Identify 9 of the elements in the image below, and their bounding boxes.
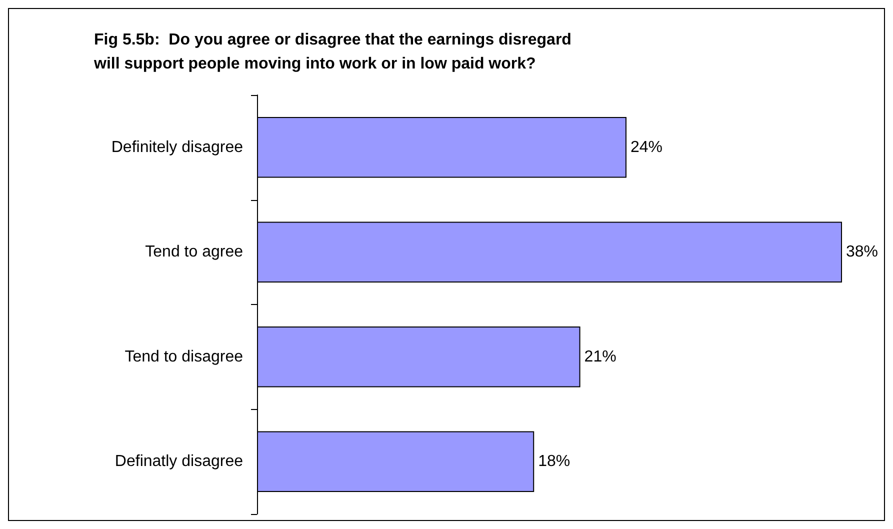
y-tick-label: Tend to disagree — [124, 348, 244, 366]
data-label: 21% — [584, 348, 616, 366]
data-label: 24% — [630, 138, 663, 156]
y-tick-label: Tend to agree — [145, 244, 244, 261]
chart-title: Fig 5.5b: Do you agree or disagree that the earnings disregard will support people moving into work or in low paid work? — [93, 32, 572, 72]
data-label: 38% — [846, 244, 878, 261]
y-tick-label: Definitely disagree — [111, 138, 244, 156]
y-tick-label: Definatly disagree — [114, 453, 244, 470]
data-label: 18% — [538, 453, 570, 470]
